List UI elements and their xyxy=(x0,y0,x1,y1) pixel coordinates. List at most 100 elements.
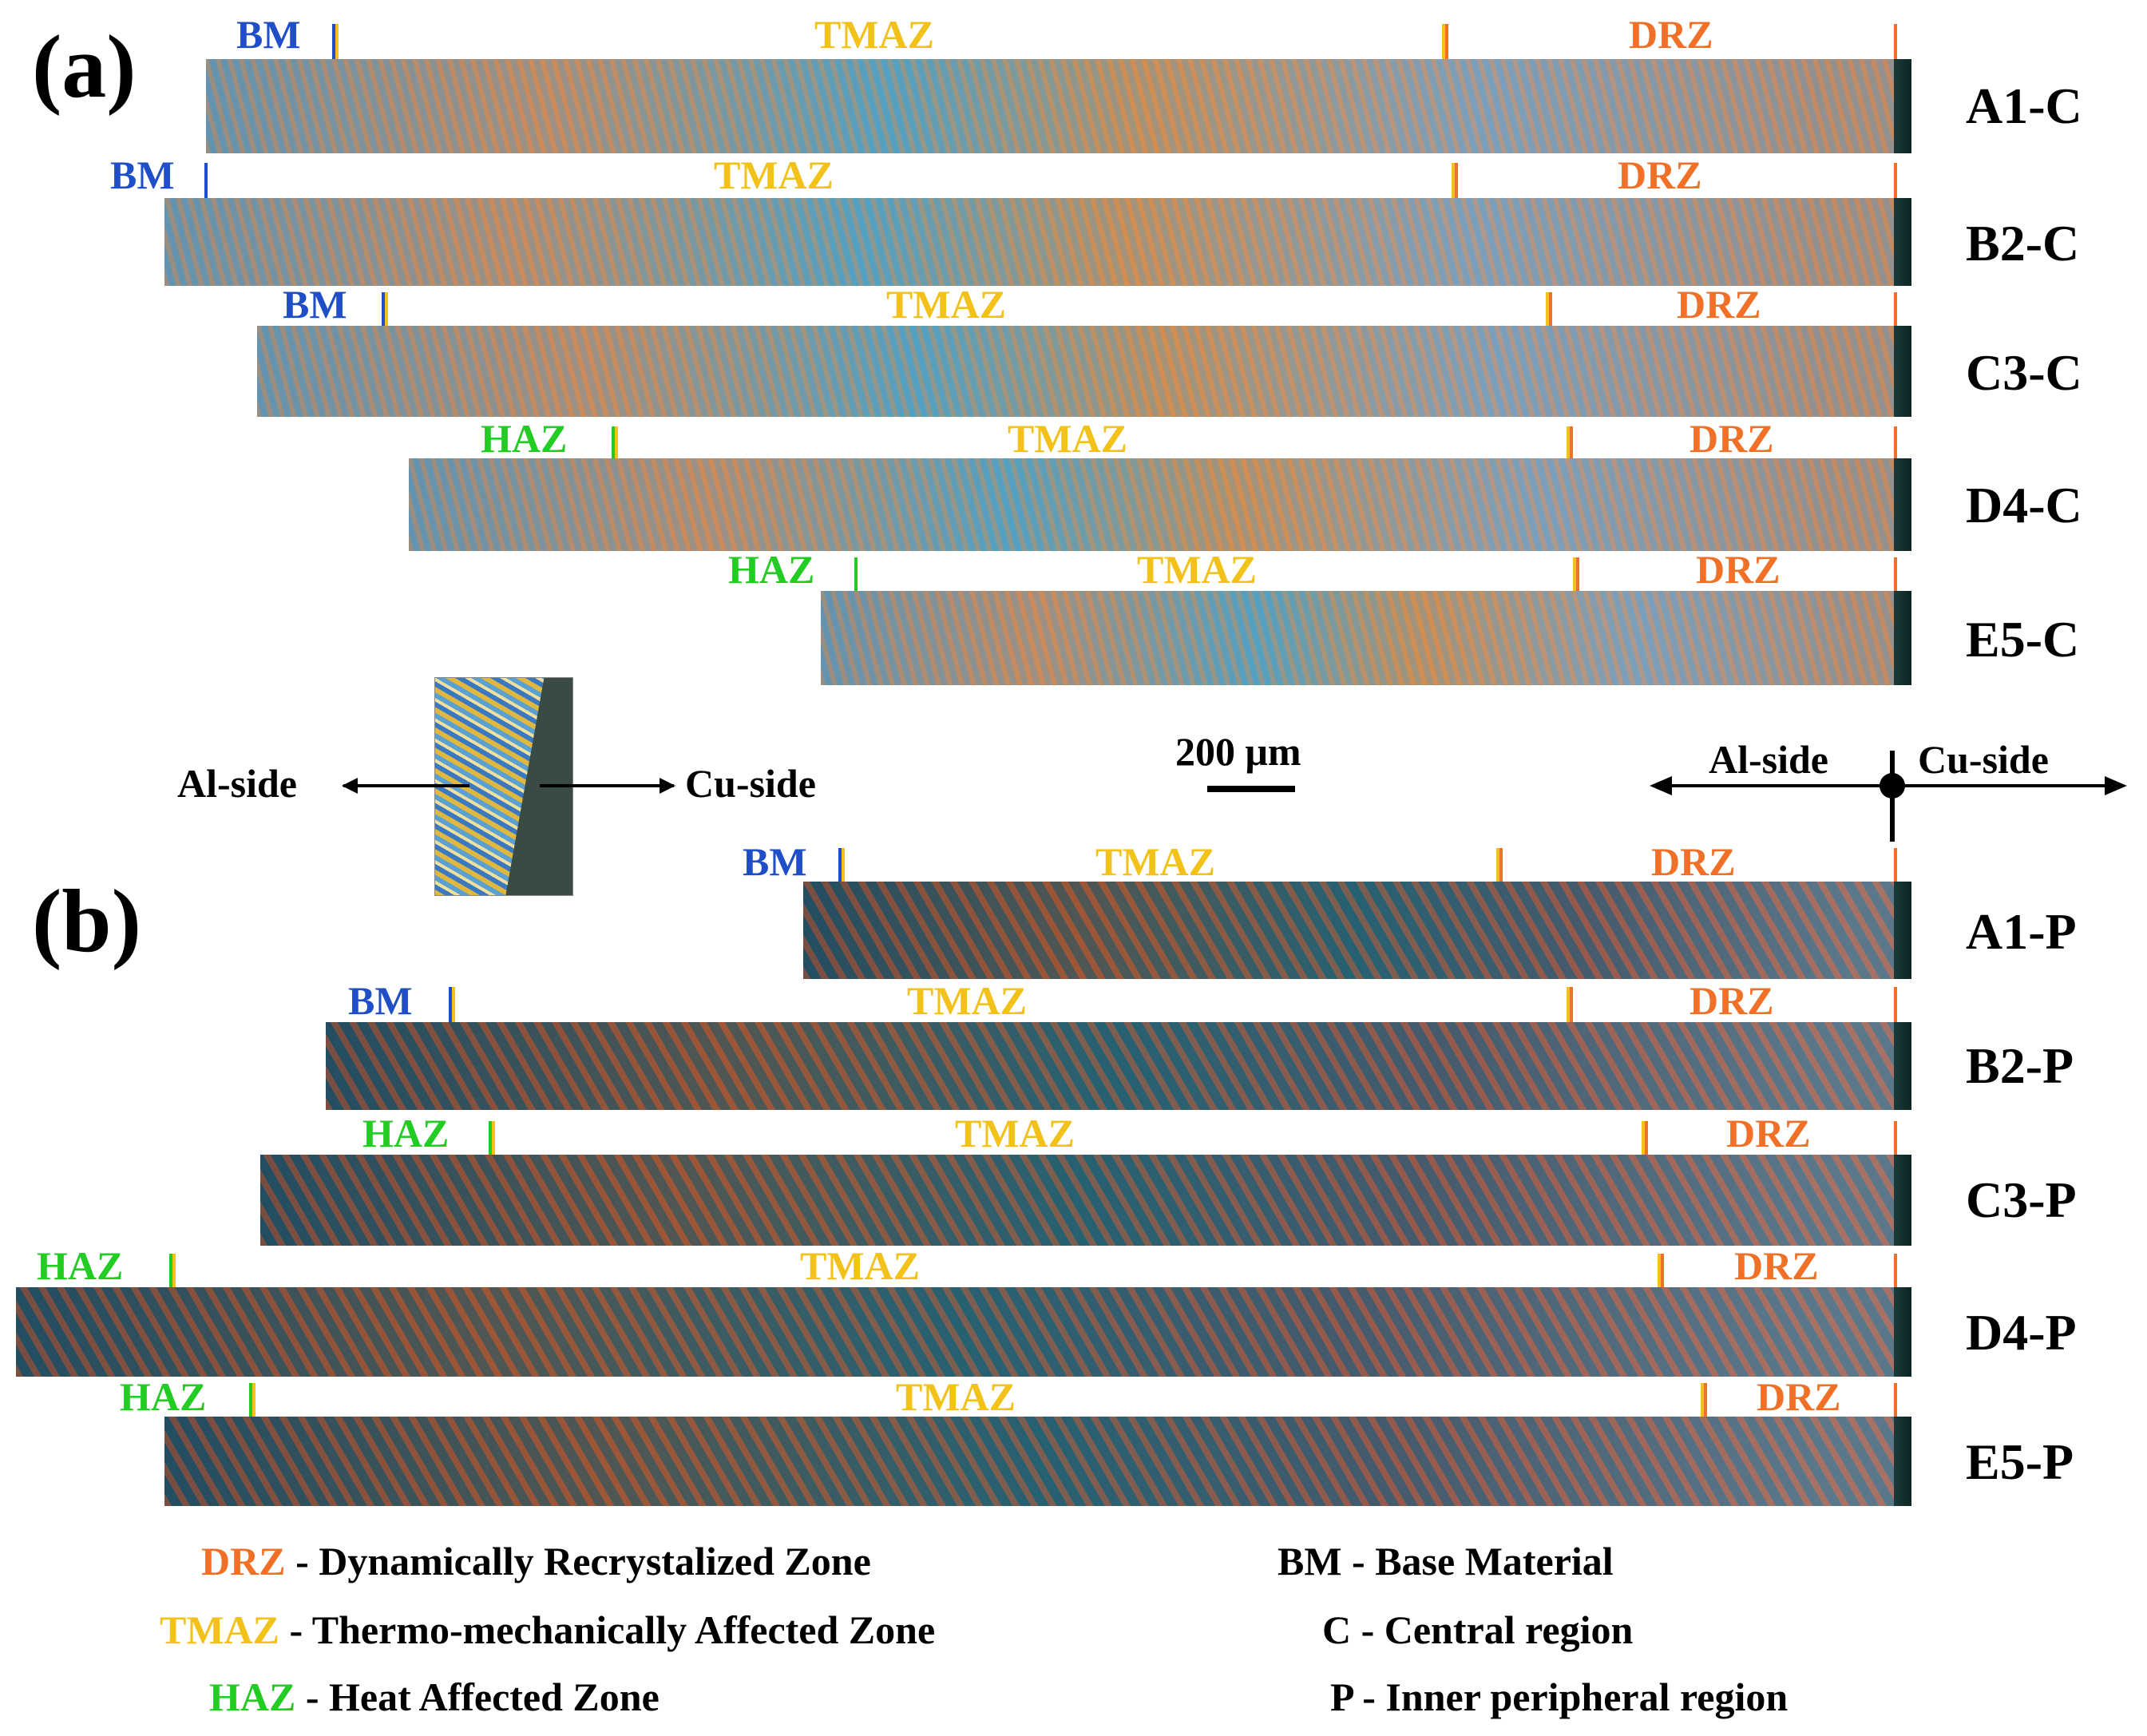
boundary-marker xyxy=(1642,1121,1648,1156)
zone-label-tmaz: TMAZ xyxy=(886,282,1006,327)
inset-al-side-label: Al-side xyxy=(177,761,297,806)
zone-label-drz: DRZ xyxy=(1677,282,1761,327)
row-label: C3-P xyxy=(1966,1171,2077,1228)
legend-haz-abbr: HAZ xyxy=(209,1675,296,1719)
micrograph-strip xyxy=(409,458,1911,551)
boundary-marker xyxy=(1496,848,1503,883)
legend-bm: BM - Base Material xyxy=(1278,1539,1614,1583)
boundary-marker xyxy=(1894,24,1900,59)
zone-label-bm: BM xyxy=(743,839,807,884)
boundary-marker xyxy=(169,1254,176,1289)
micrograph-strip xyxy=(16,1287,1911,1377)
boundary-marker xyxy=(1894,163,1900,198)
micrograph-strip xyxy=(206,59,1911,153)
arrowhead-left xyxy=(342,778,358,794)
zone-label-drz: DRZ xyxy=(1629,12,1713,57)
zone-label-tmaz: TMAZ xyxy=(814,12,934,57)
zone-label-bm: BM xyxy=(236,12,301,57)
zone-label-haz: HAZ xyxy=(120,1374,207,1419)
micrograph-strip xyxy=(821,591,1911,685)
zone-label-bm: BM xyxy=(283,282,347,327)
zone-label-bm: BM xyxy=(110,153,175,197)
micrograph-strip xyxy=(326,1022,1911,1110)
boundary-marker xyxy=(1894,292,1900,327)
boundary-marker xyxy=(332,24,339,59)
row-label: D4-C xyxy=(1966,477,2082,533)
row-label: A1-C xyxy=(1966,77,2082,134)
boundary-marker xyxy=(1894,848,1900,883)
zone-label-tmaz: TMAZ xyxy=(955,1111,1075,1155)
legend-central-region: C - Central region xyxy=(1322,1607,1634,1652)
zone-label-tmaz: TMAZ xyxy=(714,153,834,197)
boundary-marker xyxy=(1546,292,1552,327)
boundary-marker xyxy=(249,1383,256,1418)
row-label: C3-C xyxy=(1966,344,2082,401)
micrograph-strip xyxy=(260,1155,1911,1246)
zone-label-drz: DRZ xyxy=(1689,978,1774,1023)
boundary-marker xyxy=(1567,426,1573,462)
boundary-marker xyxy=(854,557,861,593)
zone-label-bm: BM xyxy=(348,978,413,1023)
legend-haz-text: - Heat Affected Zone xyxy=(305,1675,660,1719)
legend-haz: HAZ - Heat Affected Zone xyxy=(209,1674,660,1720)
row-label: D4-P xyxy=(1966,1304,2077,1361)
micrograph-strip xyxy=(164,1417,1911,1506)
legend-tmaz: TMAZ - Thermo-mechanically Affected Zone xyxy=(160,1607,935,1653)
legend-drz-abbr: DRZ xyxy=(201,1539,286,1583)
zone-label-haz: HAZ xyxy=(481,416,568,461)
row-label: A1-P xyxy=(1966,903,2077,960)
zone-label-tmaz: TMAZ xyxy=(1008,416,1127,461)
row-label: B2-P xyxy=(1966,1037,2074,1094)
zone-label-tmaz: TMAZ xyxy=(800,1243,920,1288)
micrograph-strip xyxy=(257,326,1911,417)
legend-tmaz-text: - Thermo-mechanically Affected Zone xyxy=(289,1607,936,1652)
zone-label-drz: DRZ xyxy=(1651,839,1736,884)
boundary-marker xyxy=(1658,1254,1664,1289)
boundary-marker xyxy=(1894,426,1900,462)
arrows-layer xyxy=(342,751,2127,842)
axis-al-side-label: Al-side xyxy=(1709,737,1828,782)
zone-label-drz: DRZ xyxy=(1689,416,1774,461)
boundary-marker xyxy=(1442,24,1448,59)
boundary-marker xyxy=(449,987,455,1022)
boundary-marker xyxy=(1701,1383,1707,1418)
boundary-marker xyxy=(838,848,845,883)
arrowhead-right xyxy=(660,778,675,794)
boundary-marker xyxy=(1894,987,1900,1022)
zone-label-drz: DRZ xyxy=(1726,1111,1811,1155)
row-label: B2-C xyxy=(1966,215,2080,271)
boundary-marker xyxy=(1894,1121,1900,1156)
axis-arrow-left xyxy=(1650,776,1672,795)
axis-arrow-right xyxy=(2105,776,2127,795)
boundary-marker xyxy=(382,292,388,327)
zone-label-haz: HAZ xyxy=(362,1111,450,1155)
micrograph-strip xyxy=(164,198,1911,286)
boundary-marker xyxy=(1573,557,1579,593)
boundary-marker xyxy=(1894,1254,1900,1289)
axis-cu-side-label: Cu-side xyxy=(1918,737,2049,782)
zone-label-tmaz: TMAZ xyxy=(907,978,1027,1023)
zone-label-tmaz: TMAZ xyxy=(1095,839,1215,884)
zone-label-haz: HAZ xyxy=(728,547,815,592)
interface-dot xyxy=(1880,773,1905,799)
row-label: E5-C xyxy=(1966,611,2080,668)
boundary-marker xyxy=(1894,1383,1900,1418)
zone-label-tmaz: TMAZ xyxy=(896,1374,1016,1419)
scale-bar-label: 200 μm xyxy=(1175,729,1301,774)
zone-label-drz: DRZ xyxy=(1618,153,1702,197)
boundary-marker xyxy=(204,163,211,198)
zone-label-haz: HAZ xyxy=(37,1243,124,1288)
boundary-marker xyxy=(1452,163,1458,198)
zone-label-drz: DRZ xyxy=(1757,1374,1841,1419)
legend-tmaz-abbr: TMAZ xyxy=(160,1607,279,1652)
row-label: E5-P xyxy=(1966,1433,2074,1490)
zone-label-drz: DRZ xyxy=(1696,547,1781,592)
boundary-marker xyxy=(489,1121,495,1156)
boundary-marker xyxy=(612,426,618,462)
zone-label-tmaz: TMAZ xyxy=(1137,547,1257,592)
legend-drz-text: - Dynamically Recrystalized Zone xyxy=(295,1539,871,1583)
micrograph-strip xyxy=(803,882,1911,979)
panel-label-a: (a) xyxy=(32,18,137,117)
panel-label-b: (b) xyxy=(32,872,141,971)
legend-inner-peripheral-region: P - Inner peripheral region xyxy=(1330,1675,1789,1719)
